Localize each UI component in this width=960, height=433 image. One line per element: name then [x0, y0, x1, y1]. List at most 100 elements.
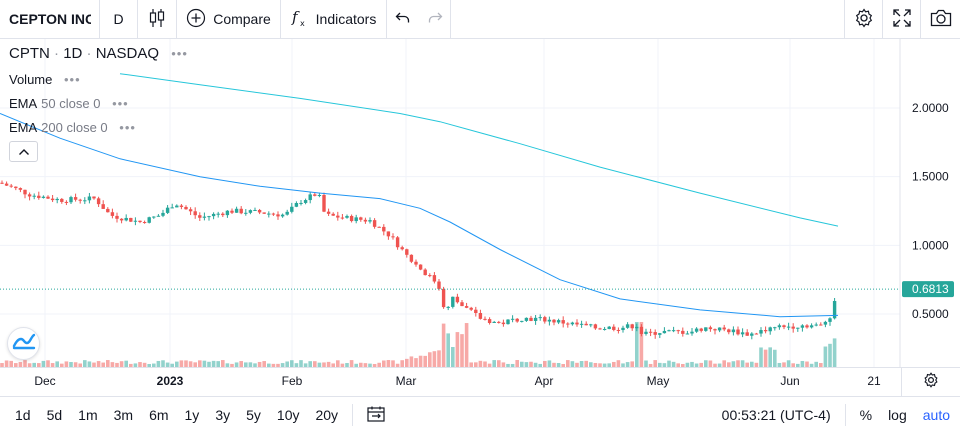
candle-body	[708, 327, 713, 330]
volume-bar	[575, 362, 579, 367]
fullscreen-button[interactable]	[882, 0, 920, 38]
volume-bar	[96, 361, 101, 367]
candle-body	[115, 215, 119, 219]
snapshot-button[interactable]	[920, 0, 960, 38]
candle-body	[731, 329, 736, 333]
range-1d[interactable]: 1d	[15, 407, 31, 423]
volume-bar	[524, 362, 529, 367]
volume-bar	[593, 362, 598, 367]
candle-body	[368, 220, 372, 222]
range-6m[interactable]: 6m	[149, 407, 169, 423]
range-3y[interactable]: 3y	[215, 407, 231, 423]
undo-button[interactable]	[387, 0, 419, 38]
candle-body	[372, 220, 377, 227]
volume-bar	[552, 362, 556, 367]
candle-body	[736, 329, 740, 335]
volume-bar	[101, 362, 105, 367]
range-1m[interactable]: 1m	[78, 407, 98, 423]
candle-body	[681, 330, 685, 334]
study-more-button[interactable]: •••	[112, 96, 129, 111]
redo-button[interactable]	[419, 0, 451, 38]
range-3m[interactable]: 3m	[113, 407, 134, 423]
auto-scale-toggle[interactable]: auto	[922, 407, 950, 423]
volume-bar	[828, 343, 832, 367]
study-more-button[interactable]: •••	[119, 120, 136, 135]
date-range-button[interactable]	[359, 406, 393, 425]
candle-body	[446, 306, 450, 308]
price-axis[interactable]: 2.0000 1.5000 1.0000 0.5000	[912, 101, 949, 321]
volume-bar	[708, 360, 713, 367]
candle-body	[354, 217, 358, 222]
compare-button[interactable]: Compare	[177, 0, 281, 38]
interval-button[interactable]: D	[100, 0, 138, 38]
candle-body	[602, 328, 607, 330]
volume-bar	[359, 362, 363, 367]
candle-body	[391, 236, 395, 238]
volume-bar	[0, 363, 4, 367]
candle-body	[308, 194, 312, 201]
candle-body	[722, 327, 726, 330]
range-10y[interactable]: 10y	[276, 407, 300, 423]
volume-bar	[253, 363, 257, 367]
study-ema-200[interactable]: EMA 200 close 0 •••	[9, 120, 136, 135]
volume-bar	[768, 347, 772, 367]
candle-body	[124, 217, 128, 221]
candle-body	[78, 199, 82, 201]
study-ema-50[interactable]: EMA 50 close 0 •••	[9, 96, 129, 111]
candle-body	[630, 324, 634, 329]
log-scale-toggle[interactable]: log	[888, 407, 907, 423]
clock-timezone-button[interactable]: 00:53:21 (UTC-4)	[721, 407, 831, 423]
volume-bar	[165, 362, 170, 367]
study-name: EMA	[9, 120, 38, 135]
settings-button[interactable]	[844, 0, 882, 38]
volume-bar	[193, 362, 197, 367]
volume-bar	[648, 363, 653, 367]
candle-body	[662, 330, 667, 334]
candle-body	[248, 210, 253, 213]
range-20y[interactable]: 20y	[315, 407, 339, 423]
collapse-legend-button[interactable]	[9, 141, 38, 162]
volume-bar	[533, 362, 538, 367]
legend-more-button[interactable]: •••	[171, 46, 188, 61]
tradingview-logo-button[interactable]	[7, 327, 40, 360]
volume-bar	[202, 360, 207, 367]
price-chart[interactable]: 2.0000 1.5000 1.0000 0.5000 0.6813	[0, 39, 960, 367]
volume-bar	[506, 363, 510, 367]
volume-bar	[271, 363, 276, 367]
candle-body	[740, 332, 745, 335]
range-5y[interactable]: 5y	[246, 407, 261, 423]
time-axis-settings-button[interactable]	[901, 368, 960, 396]
candle-body	[727, 329, 731, 333]
time-axis[interactable]: Dec 2023 Feb Mar Apr May Jun 21	[0, 367, 960, 396]
candle-body	[639, 326, 644, 334]
gear-icon	[923, 371, 939, 393]
candle-body	[671, 330, 676, 332]
candle-body	[363, 219, 368, 222]
candle-body	[46, 196, 50, 199]
study-more-button[interactable]: •••	[64, 72, 81, 87]
range-5d[interactable]: 5d	[46, 407, 63, 423]
candle-body	[561, 320, 565, 324]
candle-body	[271, 213, 276, 215]
candle-body	[156, 215, 161, 217]
study-volume[interactable]: Volume •••	[9, 72, 81, 87]
volume-bar	[405, 358, 409, 367]
percent-scale-toggle[interactable]: %	[859, 407, 873, 423]
volume-bar	[773, 349, 777, 367]
candle-body	[460, 302, 464, 307]
chart-type-button[interactable]	[138, 0, 177, 38]
chart-area[interactable]: 2.0000 1.5000 1.0000 0.5000 0.6813	[0, 39, 960, 367]
volume-bar	[400, 360, 404, 367]
range-1y[interactable]: 1y	[184, 407, 200, 423]
volume-bar	[607, 363, 611, 367]
candle-body	[455, 296, 460, 303]
grid	[0, 39, 900, 367]
symbol-search-button[interactable]: CEPTON INC	[0, 0, 100, 38]
candle-body	[313, 194, 317, 196]
candle-body	[694, 328, 699, 332]
candle-body	[110, 212, 115, 216]
volume-bar	[391, 360, 395, 367]
candle-body	[73, 197, 78, 200]
volume-bar	[161, 360, 165, 367]
